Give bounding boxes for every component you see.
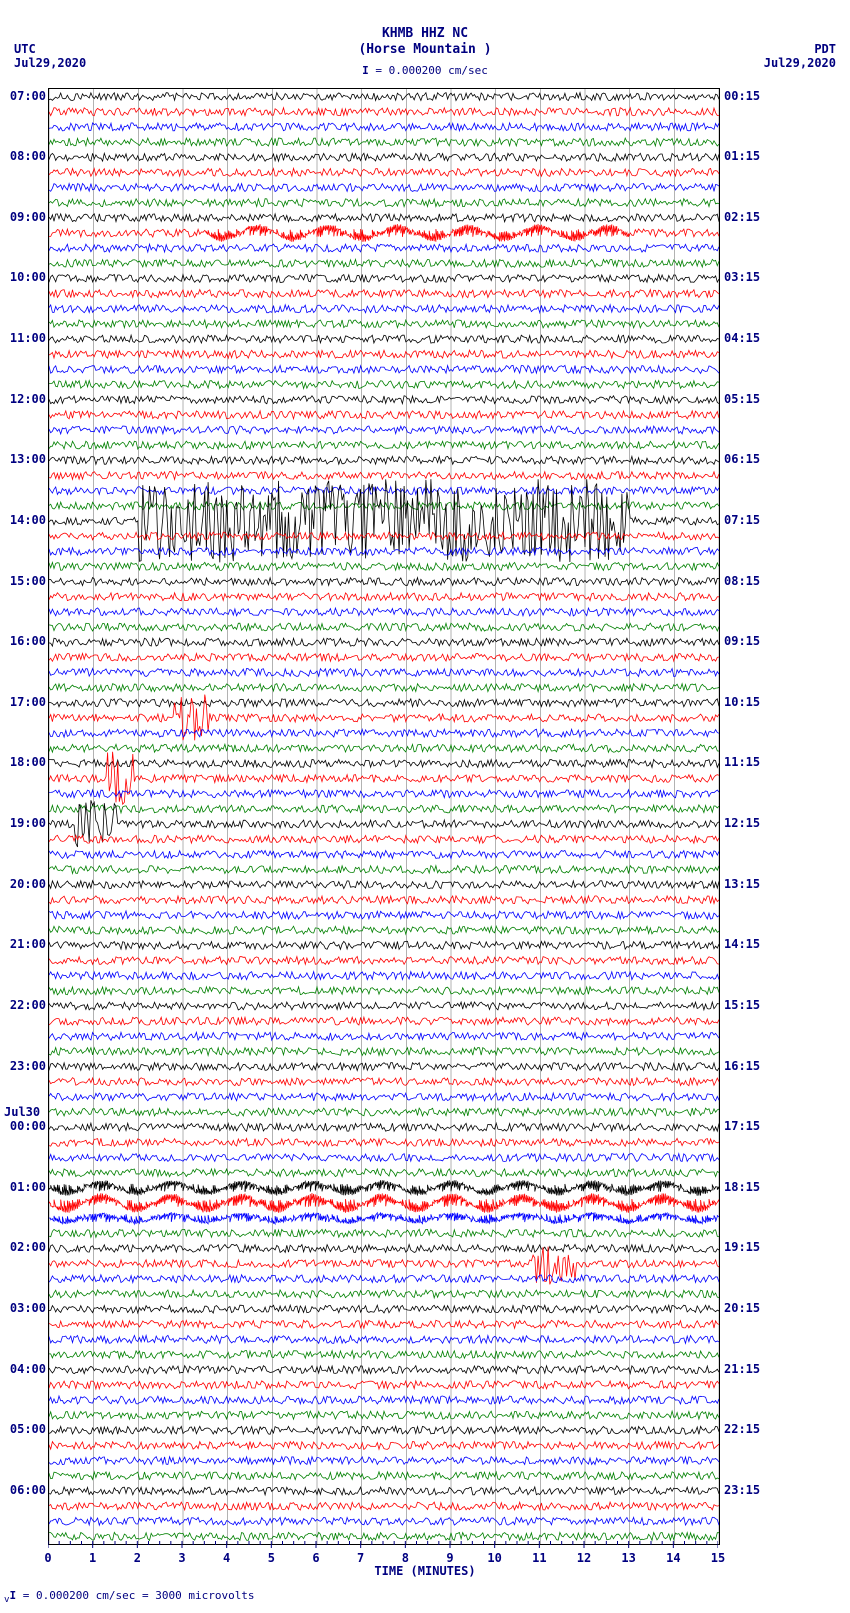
right-hour-label: 14:15 — [724, 937, 760, 951]
left-hour-label: 07:00 — [8, 89, 46, 103]
left-hour-label: 11:00 — [8, 331, 46, 345]
right-hour-label: 22:15 — [724, 1422, 760, 1436]
left-time-labels: 07:00 08:00 09:00 10:00 11:00 12:00 13:00 14:00… — [0, 88, 46, 1543]
right-hour-label: 10:15 — [724, 695, 760, 709]
left-hour-label: 16:00 — [8, 634, 46, 648]
left-hour-label: 23:00 — [8, 1059, 46, 1073]
x-tick-label: 1 — [89, 1551, 96, 1565]
right-hour-label: 02:15 — [724, 210, 760, 224]
right-hour-label: 05:15 — [724, 392, 760, 406]
left-hour-label: 09:00 — [8, 210, 46, 224]
right-hour-label: 06:15 — [724, 452, 760, 466]
x-axis: 0123456789101112131415 — [48, 1543, 718, 1563]
left-hour-label: 00:00 — [8, 1119, 46, 1133]
left-hour-label: 15:00 — [8, 574, 46, 588]
left-hour-label: 01:00 — [8, 1180, 46, 1194]
x-tick-label: 15 — [711, 1551, 725, 1565]
left-hour-label: 03:00 — [8, 1301, 46, 1315]
left-hour-label: 05:00 — [8, 1422, 46, 1436]
right-date: Jul29,2020 — [764, 56, 836, 70]
right-time-labels: 00:15 01:15 02:15 03:15 04:15 05:15 06:15 07:15… — [722, 88, 850, 1543]
x-tick-label: 9 — [446, 1551, 453, 1565]
x-tick-label: 2 — [134, 1551, 141, 1565]
station-name: (Horse Mountain ) — [358, 42, 491, 57]
station-code: KHMB HHZ NC — [382, 26, 468, 41]
right-hour-label: 16:15 — [724, 1059, 760, 1073]
x-tick-label: 8 — [402, 1551, 409, 1565]
x-tick-label: 11 — [532, 1551, 546, 1565]
left-hour-label: 08:00 — [8, 149, 46, 163]
seismogram-container: KHMB HHZ NC (Horse Mountain ) I = 0.0002… — [0, 0, 850, 1613]
x-tick-label: 13 — [621, 1551, 635, 1565]
right-hour-label: 08:15 — [724, 574, 760, 588]
right-hour-label: 18:15 — [724, 1180, 760, 1194]
right-hour-label: 09:15 — [724, 634, 760, 648]
right-timezone: PDT — [814, 42, 836, 56]
left-hour-label: 10:00 — [8, 270, 46, 284]
seismogram-svg — [49, 89, 719, 1544]
right-hour-label: 15:15 — [724, 998, 760, 1012]
right-hour-label: 01:15 — [724, 149, 760, 163]
plot-area — [48, 88, 720, 1545]
right-hour-label: 11:15 — [724, 755, 760, 769]
footer-scale: vI = 0.000200 cm/sec = 3000 microvolts — [4, 1589, 255, 1605]
left-date: Jul29,2020 — [14, 56, 86, 70]
left-hour-label: 12:00 — [8, 392, 46, 406]
right-hour-label: 03:15 — [724, 270, 760, 284]
left-hour-label: 20:00 — [8, 877, 46, 891]
right-hour-label: 12:15 — [724, 816, 760, 830]
left-hour-label: 22:00 — [8, 998, 46, 1012]
x-tick-label: 14 — [666, 1551, 680, 1565]
right-hour-label: 07:15 — [724, 513, 760, 527]
left-hour-label: 06:00 — [8, 1483, 46, 1497]
x-tick-label: 6 — [312, 1551, 319, 1565]
left-hour-label: 17:00 — [8, 695, 46, 709]
left-hour-label: 04:00 — [8, 1362, 46, 1376]
scale-legend: I = 0.000200 cm/sec — [362, 64, 488, 77]
left-hour-label: 14:00 — [8, 513, 46, 527]
right-hour-label: 23:15 — [724, 1483, 760, 1497]
left-hour-label: 18:00 — [8, 755, 46, 769]
left-hour-label: 21:00 — [8, 937, 46, 951]
left-hour-label: 19:00 — [8, 816, 46, 830]
left-hour-label: 13:00 — [8, 452, 46, 466]
right-hour-label: 17:15 — [724, 1119, 760, 1133]
x-tick-label: 4 — [223, 1551, 230, 1565]
right-hour-label: 21:15 — [724, 1362, 760, 1376]
right-hour-label: 00:15 — [724, 89, 760, 103]
left-timezone: UTC — [14, 42, 36, 56]
right-hour-label: 20:15 — [724, 1301, 760, 1315]
date-break-label: Jul30 — [4, 1105, 40, 1119]
x-tick-label: 7 — [357, 1551, 364, 1565]
x-tick-label: 12 — [577, 1551, 591, 1565]
x-tick-label: 5 — [268, 1551, 275, 1565]
x-tick-label: 3 — [178, 1551, 185, 1565]
x-tick-label: 0 — [44, 1551, 51, 1565]
x-tick-label: 10 — [487, 1551, 501, 1565]
right-hour-label: 04:15 — [724, 331, 760, 345]
header: KHMB HHZ NC (Horse Mountain ) I = 0.0002… — [0, 0, 850, 80]
right-hour-label: 19:15 — [724, 1240, 760, 1254]
right-hour-label: 13:15 — [724, 877, 760, 891]
x-axis-title: TIME (MINUTES) — [374, 1564, 475, 1578]
left-hour-label: 02:00 — [8, 1240, 46, 1254]
